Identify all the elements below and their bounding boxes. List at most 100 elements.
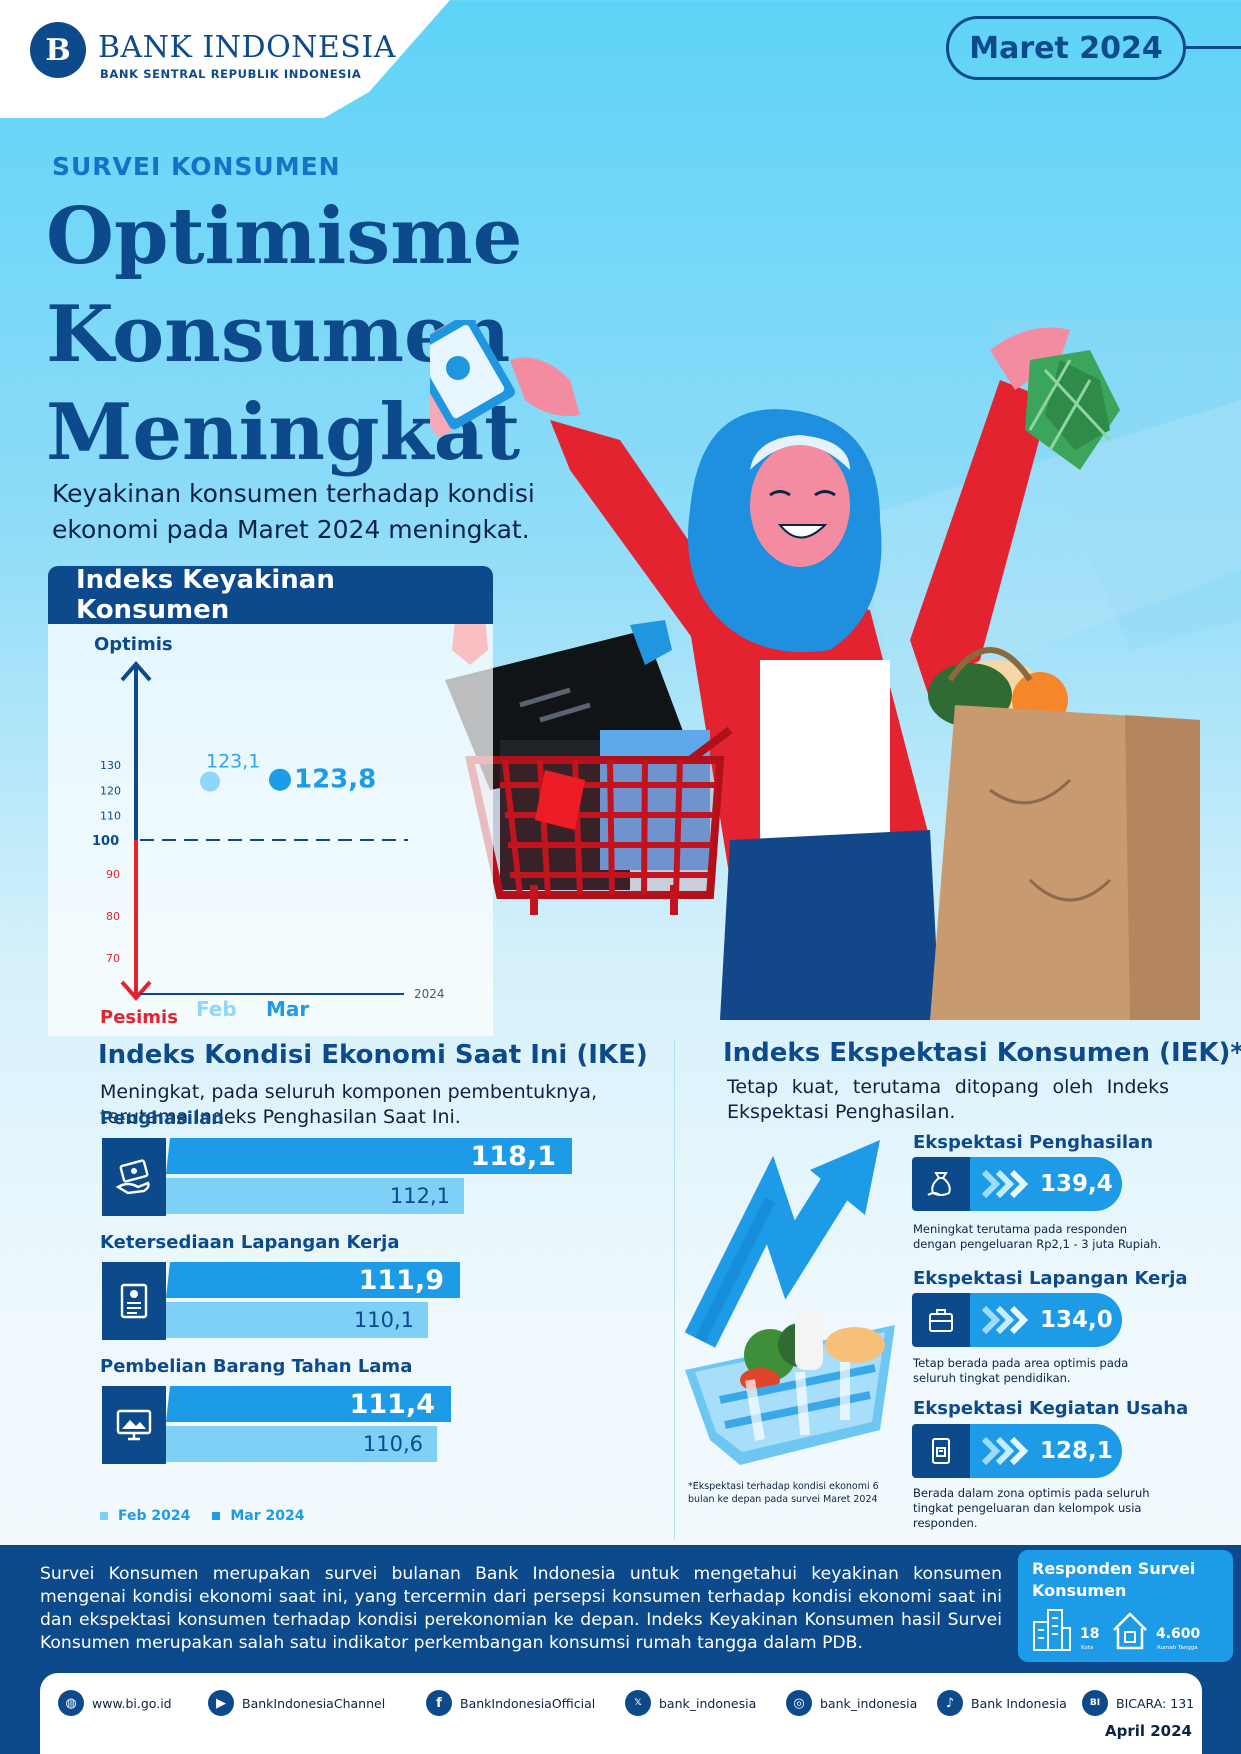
ike-bar-feb: 110,1: [166, 1302, 428, 1338]
logo-name: BANK INDONESIA: [98, 30, 396, 65]
ike-bar-feb: 112,1: [166, 1178, 464, 1214]
social-link-text: Bank Indonesia: [971, 1695, 1067, 1711]
period-divider: [1186, 46, 1241, 49]
ike-bar-mar: 111,9: [166, 1262, 460, 1298]
play-icon: ▶: [208, 1690, 234, 1716]
ike-bar-feb: 110,6: [166, 1426, 437, 1462]
ike-title: Indeks Kondisi Ekonomi Saat Ini (IKE): [98, 1040, 648, 1070]
ikk-chart: Optimis 2024 100 130 120 110 90 80 70 Pesimis 123,…: [92, 634, 445, 1028]
respondents-card: Responden Survei Konsumen 18 Kota 4.600 …: [1018, 1550, 1233, 1662]
threshold-tick: 100: [92, 834, 119, 849]
tick-90: 90: [106, 868, 120, 881]
period-badge: Maret 2024: [946, 16, 1186, 80]
social-link-web[interactable]: ◍ www.bi.go.id: [58, 1690, 172, 1716]
city-building-icon: [1033, 1609, 1071, 1651]
iek-value: 139,4: [970, 1157, 1122, 1211]
shop-icon: [912, 1424, 970, 1478]
iek-note: Tetap berada pada area optimis pada selu…: [913, 1356, 1129, 1385]
cities-count: 18: [1080, 1626, 1100, 1642]
money-bag-icon: [912, 1157, 970, 1211]
iek-title: Indeks Ekspektasi Konsumen (IEK)*: [723, 1038, 1241, 1068]
legend-mar-swatch: [212, 1512, 221, 1520]
iek-note: Berada dalam zona optimis pada seluruh t…: [913, 1486, 1150, 1530]
social-link-text: bank_indonesia: [820, 1695, 918, 1711]
social-link-youtube[interactable]: ▶ BankIndonesiaChannel: [208, 1690, 385, 1716]
ikk-title: Indeks Keyakinan Konsumen: [48, 565, 493, 625]
iek-value-pill: 134,0: [912, 1293, 1122, 1347]
monitor-icon: [102, 1386, 166, 1464]
households-count: 4.600: [1156, 1626, 1201, 1642]
legend-mar: Mar 2024: [212, 1508, 304, 1524]
lead-text: Keyakinan konsumen terhadap kondisi ekon…: [52, 479, 535, 544]
ike-bar-group: 118,1 112,1: [102, 1138, 642, 1216]
ike-item-label: Pembelian Barang Tahan Lama: [100, 1356, 413, 1377]
ikk-point-feb: [200, 771, 220, 792]
legend-feb-label: Feb 2024: [118, 1508, 191, 1524]
tick-120: 120: [100, 784, 121, 797]
social-link-instagram[interactable]: ◎ bank_indonesia: [786, 1690, 917, 1716]
chevrons-icon: [982, 1437, 1029, 1465]
legend-mar-label: Mar 2024: [230, 1508, 305, 1524]
iek-footnote: *Ekspektasi terhadap kondisi ekonomi 6 b…: [688, 1481, 879, 1505]
ike-bar-mar: 111,4: [166, 1386, 451, 1422]
social-link-facebook[interactable]: f BankIndonesiaOfficial: [426, 1690, 595, 1716]
tick-130: 130: [100, 759, 121, 772]
basket-arrow-illustration: [684, 1140, 895, 1465]
optimis-label: Optimis: [94, 634, 173, 655]
ike-item-label: Ketersediaan Lapangan Kerja: [100, 1232, 400, 1253]
legend-feb: Feb 2024: [100, 1508, 190, 1524]
footer-description: Survei Konsumen merupakan survei bulanan…: [40, 1564, 1002, 1653]
instagram-icon: ◎: [786, 1690, 812, 1716]
shopper-illustration: [430, 320, 1241, 1020]
job-document-icon: [102, 1262, 166, 1340]
optimis-arrowhead: [120, 660, 152, 682]
bank-indonesia-logo-icon: B: [30, 22, 86, 78]
money-hand-icon: [102, 1138, 166, 1216]
iek-value-pill: 128,1: [912, 1424, 1122, 1478]
tick-70: 70: [106, 952, 120, 965]
pesimis-label: Pesimis: [100, 1007, 178, 1028]
facebook-icon: f: [426, 1690, 452, 1716]
ikk-chart-body: Optimis 2024 100 130 120 110 90 80 70 Pesimis 123,…: [48, 624, 493, 1036]
x-icon: 𝕏: [625, 1690, 651, 1716]
social-link-tiktok[interactable]: ♪ Bank Indonesia: [937, 1690, 1067, 1716]
iek-item-label: Ekspektasi Lapangan Kerja: [913, 1268, 1188, 1289]
tiktok-icon: ♪: [937, 1690, 963, 1716]
chevrons-icon: [982, 1170, 1029, 1198]
iek-item-label: Ekspektasi Kegiatan Usaha: [913, 1398, 1189, 1419]
section-divider: [674, 1040, 675, 1540]
ike-bar-mar: 118,1: [166, 1138, 572, 1174]
social-bar: [40, 1673, 1202, 1754]
kicker: SURVEI KONSUMEN: [52, 152, 341, 181]
tick-110: 110: [100, 810, 121, 823]
release-date: April 2024: [1105, 1722, 1192, 1740]
cities-unit: Kota: [1081, 1645, 1094, 1651]
cash-icon: [430, 320, 515, 437]
house-icon: [1113, 1612, 1147, 1650]
households-unit: Rumah Tangga: [1157, 1645, 1198, 1651]
ikk-point-mar: [269, 768, 291, 791]
social-link-text: www.bi.go.id: [92, 1695, 172, 1711]
ike-bar-group: 111,4 110,6: [102, 1386, 642, 1464]
shopping-cart-icon: [445, 615, 733, 915]
ikk-value-feb: 123,1: [206, 750, 260, 772]
social-link-bicara[interactable]: BI BICARA: 131: [1082, 1690, 1194, 1716]
globe-icon: ◍: [58, 1690, 84, 1716]
bicara-icon: BI: [1082, 1690, 1108, 1716]
chevrons-icon: [982, 1306, 1029, 1334]
ikk-value-mar: 123,8: [294, 765, 376, 795]
ikk-card: Indeks Keyakinan Konsumen Optimis 2024 100…: [48, 565, 493, 1036]
logo-subtitle: BANK SENTRAL REPUBLIK INDONESIA: [100, 67, 362, 81]
social-link-text: BICARA: 131: [1116, 1695, 1195, 1711]
iek-description: Tetap kuat, terutama ditopang oleh Indek…: [727, 1076, 1169, 1123]
social-link-text: bank_indonesia: [659, 1695, 757, 1711]
tick-80: 80: [106, 910, 120, 923]
ike-item-label: Penghasilan: [100, 1108, 225, 1129]
year-label: 2024: [414, 987, 445, 1001]
ketupat-icon: [1025, 350, 1120, 470]
month-label-feb: Feb: [196, 997, 237, 1021]
respondents-title: Responden Survei Konsumen: [1032, 1559, 1196, 1600]
briefcase-icon: [912, 1293, 970, 1347]
ike-legend: Feb 2024 Mar 2024: [100, 1508, 304, 1524]
